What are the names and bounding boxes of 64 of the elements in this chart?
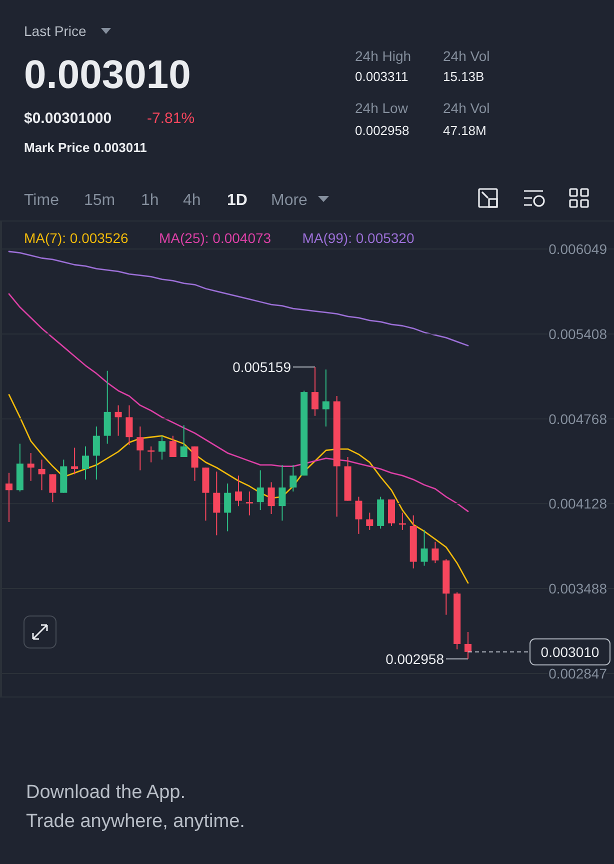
y-tick-label: 0.004768 [548,410,608,427]
candlestick [312,366,318,416]
y-tick-label: 0.006049 [548,240,608,257]
y-tick-label: 0.005408 [548,326,608,342]
candlestick [213,471,220,536]
candlestick [38,459,46,491]
candlestick [278,464,286,522]
text: 24h Low [355,100,409,116]
candlestick [256,470,264,511]
candlestick [180,424,188,458]
candlestick [290,464,297,492]
text: 15.13B [443,69,484,84]
candlestick [71,447,78,475]
candlestick [136,426,144,471]
chart-title: Last Price [24,23,86,39]
candlestick [82,446,89,480]
text: $0.00301000 [24,110,112,127]
text: 24h High [355,48,412,64]
text: -7.81% [147,110,195,127]
text: 1h [141,192,159,209]
text: Mark Price 0.003011 [24,140,147,155]
candlestick [191,446,198,482]
annotation: 0.002958 [386,650,444,667]
text: MA(25): 0.004073 [159,230,272,246]
text: 0.003311 [355,69,408,84]
candlestick [464,632,472,660]
candlestick [49,474,56,503]
text: Download the App. [26,782,186,803]
candlestick [268,482,275,515]
candlestick [158,435,166,460]
text: MA(99): 0.005320 [302,230,414,246]
text: More [271,192,308,209]
text: Trade anywhere, anytime. [26,811,245,832]
text: Time [24,192,60,209]
ref-line-label: 0.003010 [540,644,600,660]
candlestick [169,435,176,458]
text: MA(7): 0.003526 [24,230,128,246]
y-tick-label: 0.003488 [548,580,608,597]
candlestick [126,404,133,446]
text: 1D [227,192,248,209]
candlestick [27,452,34,482]
candlestick [355,496,362,534]
text: 24h Vol [443,48,490,64]
candlestick [366,512,374,530]
candlestick [246,490,253,516]
candlestick [224,483,232,532]
annotation: 0.005159 [232,358,292,375]
text: 24h Vol [443,100,490,116]
y-tick-label: 0.002847 [548,666,608,682]
candlestick [322,369,330,428]
candlestick [235,475,242,507]
candlestick [92,426,100,480]
candlestick [114,404,122,436]
y-tick-label: 0.004128 [548,496,608,512]
candlestick [6,472,12,522]
text: 47.18M [443,123,486,138]
candlestick [388,498,395,526]
candlestick [420,529,428,566]
text: 0.003010 [24,53,191,97]
text: 4h [183,192,201,209]
candlestick [104,370,111,444]
text: 15m [84,192,116,209]
candlestick [432,541,439,564]
text: 0.002958 [355,123,410,138]
